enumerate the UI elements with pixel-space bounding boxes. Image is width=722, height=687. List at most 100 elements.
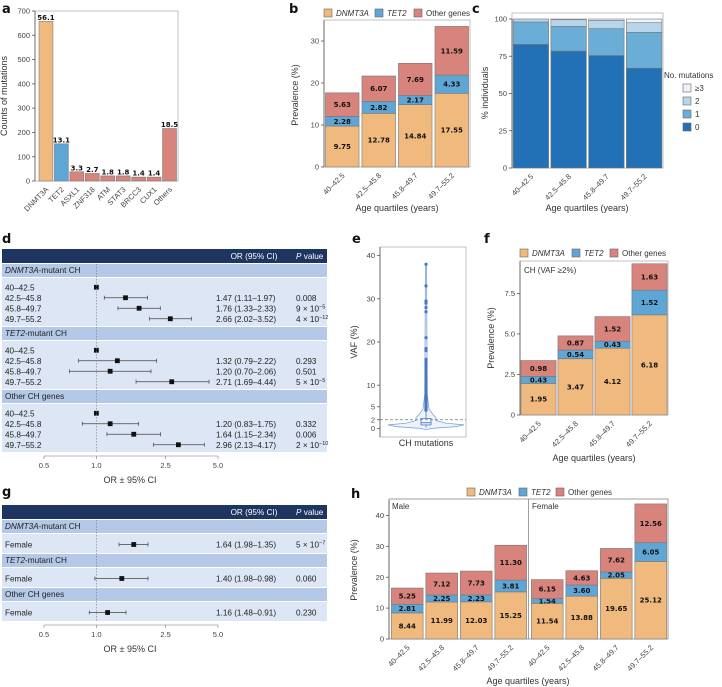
legend-label: ≥3 <box>695 84 704 93</box>
y-tick-label: 30 <box>311 37 319 46</box>
panel-g: g OR (95% CI) P value DNMT3A-mutant CH Femal… <box>2 485 327 654</box>
bar-value-label: 3.60 <box>573 587 590 595</box>
bar-segment-other-genes <box>565 570 598 586</box>
bar-segment-2 <box>626 22 663 33</box>
bar-segment-tet2 <box>631 289 668 316</box>
legend-label: TET2 <box>584 249 604 258</box>
forest-row-label: 40–42.5 <box>5 283 35 292</box>
or-point <box>119 576 125 581</box>
x-tick-label: 45.8–49.7 <box>591 643 621 673</box>
column-header-or: OR (95% CI) <box>231 252 278 261</box>
x-tick-label: 2.5 <box>160 630 170 639</box>
legend-label: DNMT3A <box>336 9 369 18</box>
bar-value-label: 0.54 <box>567 351 584 359</box>
bar-segment-other-genes <box>391 587 424 605</box>
forest-row-label: 40–42.5 <box>5 409 35 418</box>
legend-swatch <box>682 122 692 132</box>
bar-value-label: 5.63 <box>334 101 351 109</box>
bar-value-label: 2.05 <box>608 572 625 580</box>
x-tick-label: 49.7–55.2 <box>485 643 515 673</box>
bar-value-label: 2.28 <box>334 118 351 126</box>
bar-segment-0 <box>626 67 663 169</box>
y-tick-label: 10 <box>367 381 375 390</box>
bar-segment-dnmt3a <box>391 612 424 640</box>
or-point <box>136 305 142 311</box>
bar-segment-dnmt3a <box>557 358 594 416</box>
outlier-point <box>424 336 428 340</box>
y-tick-label: 25 <box>499 126 507 135</box>
panel-b: b 0 10 20 30 Prevalence (%) 9.75 2.28 5.63 40–42.… <box>289 2 471 213</box>
bar-value-label: 1.52 <box>641 299 658 307</box>
bar-value-label: 1.54 <box>539 597 556 605</box>
forest-group-label: DNMT3A-mutant CH <box>5 522 81 531</box>
x-tick-label: 45.8–49.7 <box>581 172 611 202</box>
or-ci-value: 1.20 (0.70–2.06) <box>216 367 276 376</box>
p-value: 0.008 <box>296 294 317 303</box>
forest-row-label: 45.8–49.7 <box>5 304 42 313</box>
bar-segment-other-genes <box>398 62 433 96</box>
y-tick-label: 0 <box>380 635 384 644</box>
bar-brcc3 <box>131 176 146 182</box>
bar-segment-2 <box>512 18 549 23</box>
bar-segment--3 <box>588 18 625 21</box>
x-axis-title: CH mutations <box>399 438 454 448</box>
legend-swatch <box>374 8 384 18</box>
bar-value-label: 7.73 <box>468 580 485 588</box>
p-value: 2 × 10−10 <box>296 441 328 450</box>
bar-value-label: 7.12 <box>433 581 450 589</box>
or-ci-value: 1.40 (1.98–0.98) <box>216 575 276 584</box>
bar-segment-dnmt3a <box>494 591 527 640</box>
or-point <box>175 442 181 448</box>
bar-znf318 <box>85 173 100 182</box>
bar-segment-dnmt3a <box>425 601 458 640</box>
bar-value-label: 6.07 <box>370 85 387 93</box>
bar-value-label: 2.7 <box>86 166 99 174</box>
x-tick-label: 49.7–55.2 <box>426 171 456 201</box>
x-tick-label: 42.5–45.8 <box>543 172 573 202</box>
x-tick-label: 42.5–45.8 <box>550 419 580 449</box>
or-point <box>131 542 137 547</box>
x-tick-label: DNMT3A <box>22 185 50 213</box>
forest-group-header <box>2 264 327 277</box>
or-ci-value: 1.76 (1.33–2.33) <box>216 304 276 313</box>
forest-header <box>2 249 327 263</box>
forest-row-label: Female <box>5 575 33 584</box>
x-tick-label: 40–42.5 <box>526 643 552 669</box>
bar-segment-2 <box>550 19 587 27</box>
bar-value-label: 2.25 <box>433 595 450 603</box>
x-tick-label: 40–42.5 <box>510 172 536 198</box>
y-tick-label: 500 <box>17 55 30 64</box>
annotation: CH (VAF ≥2%) <box>524 266 577 275</box>
forest-group-header <box>2 588 327 601</box>
bar-value-label: 2.81 <box>399 605 416 613</box>
bar-segment-other-genes <box>434 26 469 76</box>
forest-row-label: 49.7–55.2 <box>5 315 42 324</box>
bar-value-label: 56.1 <box>37 14 54 22</box>
legend-label: DNMT3A <box>479 488 512 497</box>
legend-swatch <box>413 8 423 18</box>
forest-row-label: 45.8–49.7 <box>5 367 42 376</box>
or-ci-value: 2.71 (1.69–4.44) <box>216 378 276 387</box>
forest-group-label: Other CH genes <box>5 392 64 401</box>
legend-label: Other genes <box>426 9 470 18</box>
outlier-point <box>424 262 428 266</box>
x-axis-title: OR ± 95% CI <box>104 475 157 485</box>
or-ci-value: 1.64 (1.15–2.34) <box>216 430 276 439</box>
legend-label: DNMT3A <box>532 249 565 258</box>
y-tick-label: 700 <box>17 7 30 16</box>
legend-swatch <box>571 248 581 258</box>
forest-group-label: TET2-mutant CH <box>5 556 67 565</box>
or-ci-value: 2.66 (2.02–3.52) <box>216 315 276 324</box>
bar-cux1 <box>146 176 162 182</box>
or-ci-value: 1.20 (0.83–1.75) <box>216 420 276 429</box>
y-tick-label: 20 <box>376 573 384 582</box>
or-point <box>93 347 99 353</box>
panel-label: e <box>352 232 361 247</box>
forest-row-label: 42.5–45.8 <box>5 357 42 366</box>
bar-value-label: 2.23 <box>468 595 485 603</box>
forest-row-label: 42.5–45.8 <box>5 420 42 429</box>
y-axis-title: Prevalence (%) <box>290 64 300 126</box>
bar-dnmt3a <box>38 21 54 182</box>
bar-value-label: 8.44 <box>399 622 416 630</box>
p-value: 4 × 10−12 <box>296 315 328 324</box>
